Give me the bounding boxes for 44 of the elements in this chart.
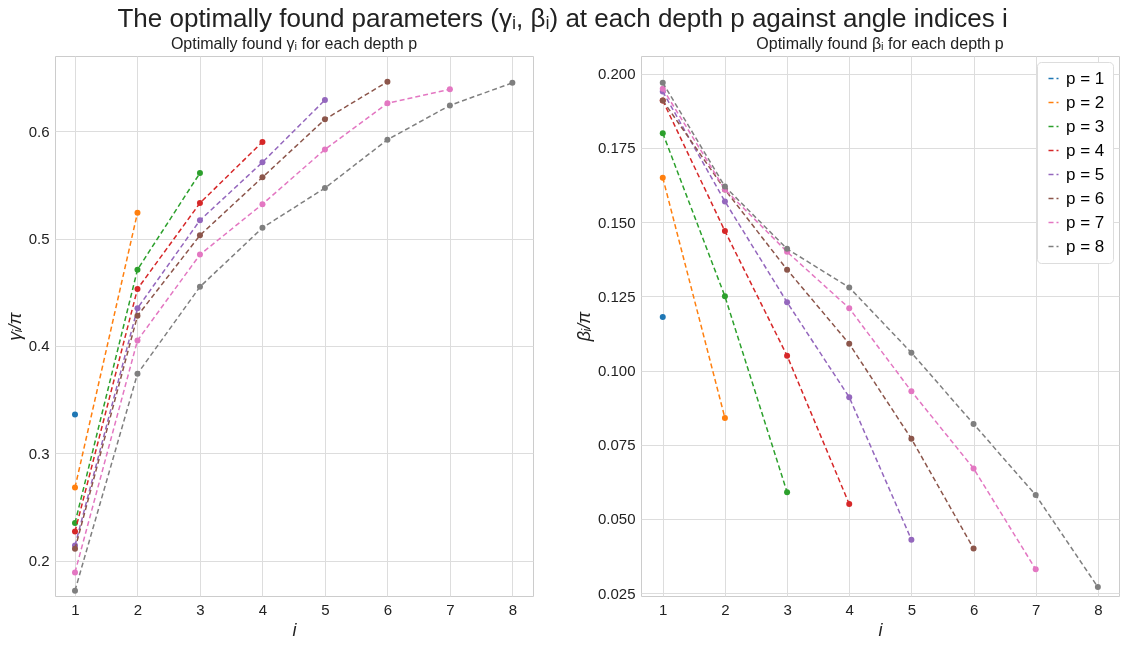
y-tick-label: 0.6: [28, 122, 50, 140]
y-axis-title: γᵢ/π: [4, 311, 25, 341]
legend-label: p = 5: [1066, 164, 1105, 184]
x-tick-label: 8: [508, 600, 518, 618]
x-tick-label: 4: [258, 600, 268, 618]
x-tick-label: 7: [446, 600, 455, 618]
y-tick-label: 0.4: [28, 337, 50, 355]
chart-title: The optimally found parameters (γᵢ, βᵢ) at each depth p against angle indices i: [117, 2, 1008, 33]
x-tick-label: 5: [907, 600, 917, 618]
y-axis-title: βᵢ/π: [573, 310, 594, 343]
chart-subtitle: Optimally found γᵢ for each depth p: [170, 35, 418, 52]
legend-label: p = 8: [1066, 236, 1105, 256]
x-tick-label: 6: [383, 600, 393, 618]
x-axis-title: i: [292, 619, 298, 640]
y-tick-label: 0.5: [28, 230, 50, 247]
y-tick-label: 0.200: [597, 65, 636, 83]
y-tick-label: 0.3: [28, 444, 50, 462]
chart-subtitle: Optimally found βᵢ for each depth p: [756, 35, 1004, 52]
x-tick-label: 8: [1094, 600, 1103, 618]
y-tick-label: 0.100: [597, 362, 636, 380]
x-tick-label: 1: [71, 600, 80, 618]
x-tick-label: 4: [845, 600, 854, 618]
x-axis-title: i: [878, 619, 884, 640]
legend-label: p = 2: [1066, 92, 1105, 112]
x-tick-label: 7: [1032, 600, 1041, 618]
x-tick-label: 3: [783, 600, 792, 618]
y-tick-label: 0.050: [597, 510, 636, 528]
x-tick-label: 6: [969, 600, 979, 618]
x-tick-label: 1: [659, 600, 668, 618]
legend-label: p = 6: [1066, 188, 1105, 208]
legend-label: p = 4: [1066, 140, 1105, 160]
legend-label: p = 3: [1066, 116, 1105, 136]
x-tick-label: 2: [721, 600, 730, 618]
legend-label: p = 7: [1066, 212, 1105, 232]
x-tick-label: 3: [196, 600, 205, 618]
y-tick-label: 0.150: [597, 213, 636, 231]
y-tick-label: 0.075: [597, 436, 636, 454]
legend-label: p = 1: [1066, 68, 1105, 88]
y-tick-label: 0.2: [28, 552, 50, 570]
y-tick-label: 0.025: [597, 584, 636, 602]
x-tick-label: 5: [321, 600, 330, 618]
y-tick-label: 0.175: [597, 139, 636, 157]
x-tick-label: 2: [133, 600, 143, 618]
y-tick-label: 0.125: [597, 287, 636, 305]
